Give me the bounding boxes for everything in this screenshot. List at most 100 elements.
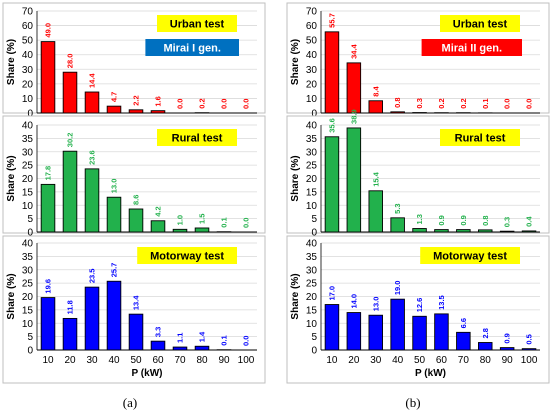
y-tick-label: 30 (22, 65, 34, 76)
x-tick-label: 20 (348, 355, 360, 366)
y-tick-label: 40 (306, 50, 318, 61)
data-label: 11.8 (66, 300, 75, 314)
x-tick-label: 50 (414, 355, 426, 366)
y-tick-label: 0 (27, 228, 33, 239)
bar (499, 230, 515, 233)
x-tick-label: 90 (502, 355, 514, 366)
y-tick-label: 5 (27, 214, 33, 225)
data-label: 4.7 (110, 92, 119, 102)
chart-panel: 0 5 10 15 20 25 30 35 40 Share (%) 35.6 38.9 15.4 5.3… (286, 109, 550, 239)
data-label: 0.3 (503, 217, 512, 227)
x-tick-label: 40 (108, 355, 120, 366)
bar (62, 317, 78, 351)
y-tick-label: 70 (22, 7, 34, 18)
x-tick-label: 50 (130, 355, 142, 366)
data-label: 14.4 (88, 73, 97, 88)
test-title-badge (440, 129, 520, 146)
test-title-badge (420, 247, 520, 264)
y-tick-label: 0 (27, 346, 33, 357)
data-label: 13.0 (110, 179, 119, 194)
bar (62, 150, 78, 233)
data-label: 8.6 (132, 195, 141, 205)
bar (128, 208, 144, 233)
y-tick-label: 5 (27, 332, 33, 343)
data-label: 6.6 (459, 318, 468, 328)
data-label: 13.5 (437, 295, 446, 310)
y-tick-label: 30 (306, 65, 318, 76)
bar (412, 315, 427, 351)
chart-panel: 0 10 20 30 40 50 60 70 Share (%) 55.7 34.4 8.4 0.8 0.… (286, 2, 550, 120)
data-label: 8.4 (371, 86, 380, 97)
y-axis-label: Share (%) (6, 155, 17, 201)
y-tick-label: 0 (311, 228, 317, 239)
data-label: 19.0 (393, 281, 402, 296)
data-label: 0.3 (415, 98, 424, 108)
data-label: 1.0 (176, 215, 185, 225)
data-label: 55.7 (327, 13, 336, 28)
y-tick-label: 60 (22, 21, 34, 32)
bar (128, 109, 144, 114)
bar (434, 229, 449, 233)
data-label: 0.0 (220, 99, 229, 109)
y-tick-label: 35 (306, 252, 318, 263)
bar (368, 314, 383, 351)
test-title-badge (137, 247, 237, 264)
bar (456, 229, 471, 233)
data-label: 23.6 (88, 150, 97, 165)
data-label: 0.2 (198, 98, 207, 108)
y-tick-label: 40 (306, 121, 318, 132)
test-title: Urban test (170, 19, 225, 31)
data-label: 0.0 (242, 99, 251, 109)
y-tick-label: 0 (311, 346, 317, 357)
data-label: 17.0 (327, 286, 336, 301)
x-tick-label: 10 (42, 355, 54, 366)
y-tick-label: 10 (22, 319, 34, 330)
data-label: 23.5 (88, 269, 97, 284)
bar (324, 31, 340, 114)
bar (172, 346, 188, 351)
data-label: 0.1 (220, 335, 229, 345)
test-title-badge (157, 15, 237, 32)
bar (84, 91, 100, 114)
y-tick-label: 35 (22, 252, 34, 263)
data-label: 3.3 (154, 327, 163, 337)
test-title-badge (157, 129, 237, 146)
data-label: 0.2 (459, 98, 468, 108)
y-tick-label: 25 (306, 279, 318, 290)
bar (346, 127, 362, 233)
x-tick-label: 100 (238, 355, 255, 366)
generation-label: Mirai II gen. (442, 43, 503, 55)
y-tick-label: 40 (22, 239, 34, 250)
bar (194, 227, 210, 233)
data-label: 30.2 (66, 133, 75, 148)
y-tick-label: 30 (22, 265, 34, 276)
bar (106, 280, 122, 351)
bar (390, 298, 405, 351)
y-axis-label: Share (%) (290, 39, 301, 85)
bar (368, 100, 383, 114)
data-label: 17.8 (44, 166, 53, 181)
bar (390, 111, 405, 114)
data-label: 2.8 (481, 328, 490, 338)
x-tick-label: 20 (64, 355, 76, 366)
data-label: 0.0 (242, 336, 251, 346)
caption-b: (b) (405, 395, 420, 410)
x-tick-label: 100 (521, 355, 538, 366)
x-tick-label: 10 (326, 355, 338, 366)
y-tick-label: 40 (22, 50, 34, 61)
data-label: 1.3 (415, 214, 424, 224)
bar (478, 342, 493, 351)
data-label: 0.0 (503, 99, 512, 109)
data-label: 0.9 (459, 215, 468, 225)
bar (346, 62, 362, 114)
y-tick-label: 15 (22, 187, 34, 198)
bar (434, 313, 449, 351)
data-label: 0.9 (503, 333, 512, 343)
bar (172, 228, 188, 233)
data-label: 0.9 (437, 215, 446, 225)
data-label: 1.5 (198, 214, 207, 224)
y-tick-label: 10 (22, 201, 34, 212)
data-label: 0.5 (525, 334, 534, 344)
test-title: Motorway test (150, 251, 224, 263)
data-label: 0.2 (437, 98, 446, 108)
